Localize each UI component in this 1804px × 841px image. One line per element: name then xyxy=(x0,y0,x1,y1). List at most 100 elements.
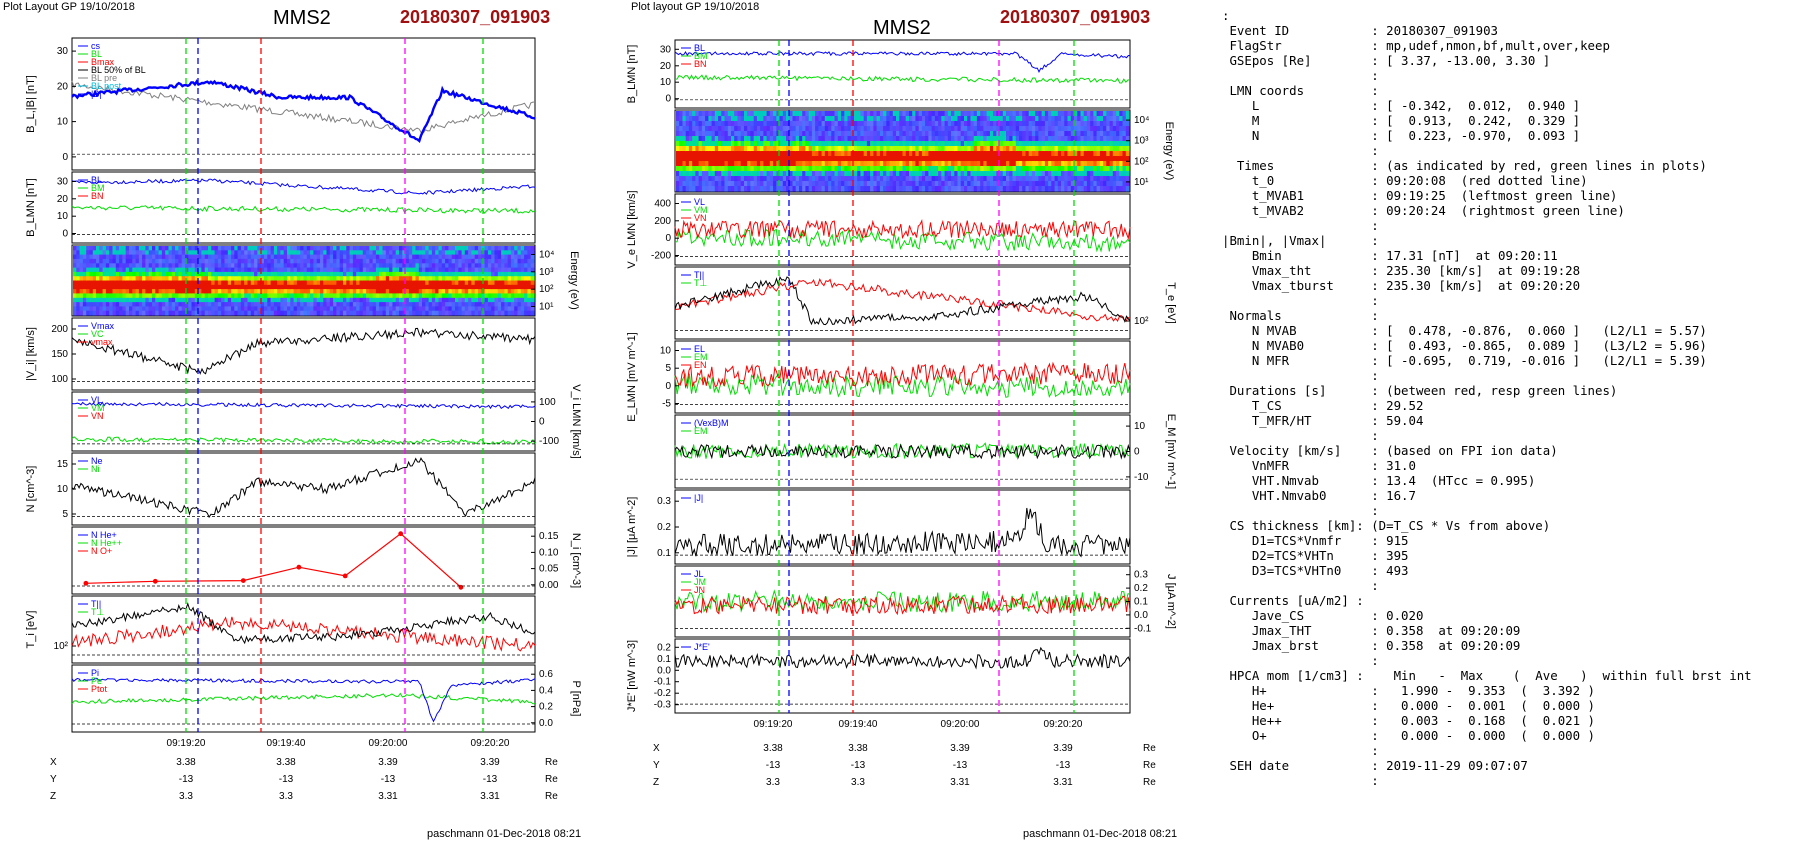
left-panel-2-ytick-3: 20 xyxy=(57,194,69,205)
right-panel-2-spectrogram xyxy=(676,111,1130,192)
right-panel-5-trace-primary xyxy=(674,361,1131,389)
left-panel-1-ytick-1: 0 xyxy=(62,152,68,163)
right-panel-3-trace-secondary xyxy=(674,226,1131,253)
right-panel-1-legend-1: BL xyxy=(694,43,705,53)
right-panel-4-ytick-1: 10² xyxy=(1134,316,1149,327)
right-orbit-x-1: 3.38 xyxy=(763,743,783,754)
left-panel-7-point-2 xyxy=(152,578,158,584)
left-panel-7-ytick-2: 0.05 xyxy=(539,564,559,575)
right-panel-2-ylabel: Energy (eV) xyxy=(1163,122,1175,181)
left-panel-7-point-3 xyxy=(240,578,246,583)
left-panel-6-legend-1: Ne xyxy=(91,456,103,466)
left-panel-2-legend-1: BL xyxy=(91,175,102,185)
left-panel-2-trace-primary xyxy=(71,178,536,195)
left-panel-1-ylabel: B_L,|B| [nT] xyxy=(25,75,37,133)
left-panel-1-legend-1: cs xyxy=(91,41,101,51)
left-panel-2-ylabel: B_LMN [nT] xyxy=(25,178,37,237)
left-spacecraft-label: MMS2 xyxy=(273,7,331,29)
left-panel-9-ytick-1: 0.0 xyxy=(539,718,553,729)
right-xtick-1: 09:19:20 xyxy=(754,719,793,730)
left-panel-4-ylabel: |V_i| [km/s] xyxy=(25,327,37,381)
left-panel-8-ytick-1: 10² xyxy=(54,641,69,652)
left-panel-9-legend-3: Ptot xyxy=(91,684,108,694)
left-panel-3-ytick-1: 10¹ xyxy=(539,302,554,313)
left-panel-1-ytick-2: 10 xyxy=(57,117,69,128)
left-panel-1-legend-2: BL xyxy=(91,49,102,59)
right-panel-1-trace-primary xyxy=(674,51,1131,73)
left-panel-6-trace-primary xyxy=(71,457,536,519)
left-orbit-label-x: X xyxy=(50,757,57,768)
left-footer: paschmann 01-Dec-2018 08:21 xyxy=(427,828,582,840)
left-panel-4-legend-3: vmax xyxy=(91,337,113,347)
left-panel-1-trace-primary xyxy=(71,79,536,143)
left-panel-7-point-4 xyxy=(296,564,302,570)
left-panel-8-legend-1: T|| xyxy=(91,599,101,609)
right-panel-5-ylabel: E_LMN [mV m^-1] xyxy=(626,332,638,422)
right-panel-2-ytick-2: 10² xyxy=(1134,156,1149,167)
right-footer: paschmann 01-Dec-2018 08:21 xyxy=(1023,828,1178,840)
right-panel-1-trace-secondary xyxy=(674,74,1131,84)
left-panel-5-ytick-3: 100 xyxy=(539,397,556,408)
right-orbit-y-3: -13 xyxy=(953,760,968,771)
left-orbit-y-1: -13 xyxy=(179,774,194,785)
left-orbit-z-3: 3.31 xyxy=(378,791,398,802)
right-panel-8-legend-1: JL xyxy=(694,569,704,579)
left-panel-9-frame xyxy=(71,664,536,733)
left-orbit-x-1: 3.38 xyxy=(176,757,196,768)
right-spacecraft-label: MMS2 xyxy=(873,17,931,39)
left-panel-6-ytick-3: 15 xyxy=(57,459,69,470)
right-panel-6-legend-2: EM xyxy=(694,426,708,436)
left-panel-2-ytick-1: 0 xyxy=(62,229,68,240)
left-panel-7-ylabel: N_i [cm^-3] xyxy=(570,533,582,588)
right-orbit-y-4: -13 xyxy=(1056,760,1071,771)
left-xtick-4: 09:20:20 xyxy=(471,738,510,749)
left-panel-1-legend-7: |B| xyxy=(91,89,102,99)
right-panel-2-ytick-3: 10³ xyxy=(1134,136,1149,147)
left-orbit-x-2: 3.38 xyxy=(276,757,296,768)
right-panel-5-ytick-1: -5 xyxy=(662,399,671,410)
left-panel-5-legend-1: VL xyxy=(91,395,102,405)
left-panel-3-ylabel: Energy (eV) xyxy=(568,251,580,310)
right-panel-7-legend-1: |J| xyxy=(694,493,703,503)
right-panel-8-ytick-2: 0.0 xyxy=(1134,610,1148,621)
left-panel-4-legend-2: VC xyxy=(91,329,104,339)
right-panel-1-ytick-3: 20 xyxy=(660,61,672,72)
left-panel-7-frame xyxy=(71,526,536,595)
right-panel-5-trace-secondary xyxy=(674,372,1131,399)
left-orbit-y-4: -13 xyxy=(483,774,498,785)
right-panel-1-ylabel: B_LMN [nT] xyxy=(626,45,638,104)
left-panel-7-point-6 xyxy=(398,531,404,537)
right-panel-3-ytick-4: 400 xyxy=(654,199,671,210)
right-panel-7-ytick-1: 0.1 xyxy=(657,548,671,559)
left-panel-8-trace-primary xyxy=(71,601,536,645)
right-panel-1-legend-3: BN xyxy=(694,59,707,69)
left-panel-4-ytick-3: 200 xyxy=(51,324,68,335)
left-panel-1-trace-secondary xyxy=(71,80,536,134)
left-panel-1-legend-4: BL 50% of BL xyxy=(91,65,146,75)
left-panel-6-frame xyxy=(71,452,536,526)
left-panel-4-trace-primary xyxy=(71,327,536,375)
right-panel-8-legend-2: JM xyxy=(694,577,706,587)
right-panel-9-ytick-6: 0.2 xyxy=(657,642,671,653)
left-panel-5-legend-3: VN xyxy=(91,411,104,421)
right-panel-5-ytick-2: 0 xyxy=(665,381,671,392)
right-panel-6-ytick-1: -10 xyxy=(1134,472,1149,483)
event-info-text: : Event ID : 20180307_091903 FlagStr : m… xyxy=(1222,8,1752,788)
right-panel-1-legend-2: BM xyxy=(694,51,708,61)
right-panel-6-ylabel: E_M [mV m^-1] xyxy=(1165,414,1177,489)
right-panel-5-legend-3: EN xyxy=(694,360,707,370)
left-panel-9-trace-primary xyxy=(71,677,536,723)
left-panel-9-ylabel: P [nPa] xyxy=(570,681,582,717)
right-plot-header: Plot layout GP 19/10/2018 xyxy=(631,1,760,13)
left-panel-2-ytick-4: 30 xyxy=(57,177,69,188)
right-panel-4-ylabel: T_e [eV] xyxy=(1165,282,1177,324)
right-xtick-3: 09:20:00 xyxy=(941,719,980,730)
right-panel-4-legend-2: T⊥ xyxy=(694,278,707,288)
right-panel-9-frame xyxy=(674,638,1131,714)
left-panel-9-ytick-3: 0.4 xyxy=(539,685,553,696)
left-orbit-unit-x: Re xyxy=(545,757,558,768)
right-panel-5-legend-2: EM xyxy=(694,352,708,362)
right-orbit-z-1: 3.3 xyxy=(766,777,780,788)
right-orbit-label-z: Z xyxy=(653,777,659,788)
left-panel-4-ytick-2: 150 xyxy=(51,349,68,360)
